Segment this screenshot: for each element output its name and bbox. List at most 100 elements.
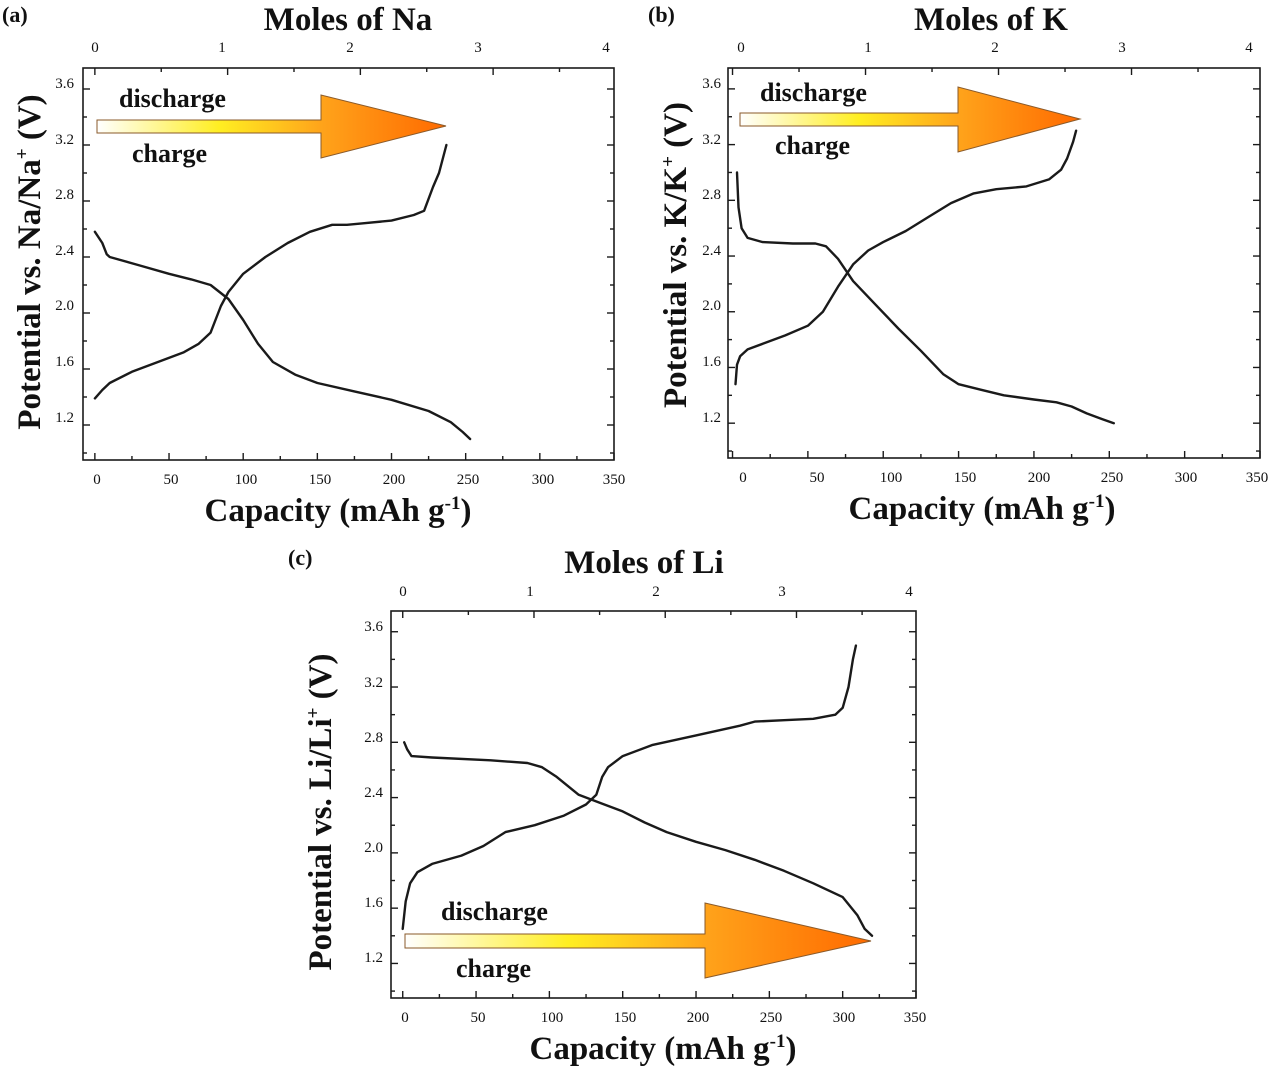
- panel-a-top-tick: 0: [91, 40, 99, 56]
- panel-c-y-tick: 2.0: [364, 840, 383, 856]
- panel-c-y-tick: 3.2: [364, 675, 383, 691]
- panel-a-ticks: [83, 68, 615, 460]
- panel-b-x-tick: 150: [954, 470, 977, 486]
- panel-b-bottom-tick-labels: 0 50 100 150 200 250 300 350: [739, 470, 1268, 486]
- panel-a-y-tick: 2.8: [55, 187, 74, 203]
- panel-c-y-tick: 2.4: [364, 785, 383, 801]
- panel-a-bottom-tick-labels: 0 50 100 150 200 250 300 350: [93, 472, 625, 488]
- panel-b-y-tick: 3.6: [702, 76, 721, 92]
- panel-b-discharge-label: discharge: [760, 78, 867, 107]
- panel-b-label: (b): [648, 2, 675, 27]
- panel-c-y-tick: 1.2: [364, 950, 383, 966]
- panel-c-top-tick: 2: [652, 584, 660, 600]
- panel-a-charge-label: charge: [132, 139, 207, 168]
- panel-c-direction-arrow: [404, 902, 872, 979]
- panel-c-top-tick: 1: [526, 584, 534, 600]
- panel-c-top-title: Moles of Li: [564, 545, 723, 581]
- panel-c-x-tick: 250: [760, 1010, 783, 1026]
- panel-b-x-tick: 100: [880, 470, 903, 486]
- panel-a-label: (a): [2, 2, 28, 27]
- panel-a-discharge-label: discharge: [119, 84, 226, 113]
- panel-c-top-tick: 0: [399, 584, 407, 600]
- panel-b: (b) Moles of K 0 50 100 150 200 250 300 …: [648, 2, 1268, 527]
- panel-c: (c) Moles of Li 0 50 100 150 200 250 300…: [288, 545, 926, 1067]
- panel-b-x-tick: 50: [810, 470, 825, 486]
- panel-b-top-tick-labels: 0 1 2 3 4: [737, 40, 1253, 56]
- panel-b-y-tick: 2.0: [702, 298, 721, 314]
- panel-b-top-tick: 3: [1118, 40, 1126, 56]
- panel-c-plot-frame: [390, 610, 917, 999]
- panel-c-x-tick: 350: [904, 1010, 927, 1026]
- panel-b-direction-arrow: [739, 86, 1082, 153]
- panel-a-x-tick: 250: [457, 472, 480, 488]
- panel-c-bottom-tick-labels: 0 50 100 150 200 250 300 350: [401, 1010, 926, 1026]
- panel-b-top-title: Moles of K: [914, 2, 1068, 38]
- panel-b-top-tick: 1: [864, 40, 872, 56]
- panel-a-x-tick: 350: [603, 472, 626, 488]
- panel-a-top-tick-labels: 0 1 2 3 4: [91, 40, 610, 56]
- panel-b-top-tick: 0: [737, 40, 745, 56]
- panel-b-y-tick: 2.4: [702, 243, 721, 259]
- panel-a-x-tick: 200: [383, 472, 406, 488]
- panel-a-x-axis-title: Capacity (mAh g-1): [205, 493, 472, 529]
- panel-b-y-tick: 1.2: [702, 410, 721, 426]
- panel-c-x-tick: 50: [471, 1010, 486, 1026]
- panel-c-top-tick: 3: [778, 584, 786, 600]
- panel-c-y-tick: 2.8: [364, 730, 383, 746]
- panel-b-x-tick: 300: [1175, 470, 1198, 486]
- panel-a-y-tick-labels: 1.2 1.6 2.0 2.4 2.8 3.2 3.6: [55, 76, 74, 426]
- panel-a-y-tick: 3.2: [55, 132, 74, 148]
- panel-a-y-axis-title: Potential vs. Na/Na+ (V): [12, 94, 48, 429]
- panel-a-direction-arrow: [96, 94, 447, 159]
- panel-c-y-axis-title: Potential vs. Li/Li+ (V): [303, 654, 339, 971]
- panel-a-x-tick: 0: [93, 472, 101, 488]
- panel-c-x-tick: 200: [687, 1010, 710, 1026]
- panel-a-top-tick: 1: [218, 40, 226, 56]
- panel-a-top-title: Moles of Na: [264, 2, 433, 38]
- panel-b-x-tick: 200: [1028, 470, 1051, 486]
- panel-b-charge-curve: [734, 129, 1078, 386]
- panel-a-y-tick: 2.4: [55, 243, 74, 259]
- panel-a-x-tick: 100: [235, 472, 258, 488]
- panel-c-discharge-label: discharge: [441, 897, 548, 926]
- panel-c-y-tick: 1.6: [364, 895, 383, 911]
- panel-b-top-tick: 4: [1245, 40, 1253, 56]
- panel-a-x-tick: 150: [309, 472, 332, 488]
- panel-a: (a) Moles of Na 0 50 100 150 200 250 300…: [2, 2, 625, 529]
- panel-a-curves: [93, 143, 472, 441]
- panel-b-top-tick: 2: [991, 40, 999, 56]
- panel-c-charge-label: charge: [456, 954, 531, 983]
- panel-b-curves: [734, 129, 1115, 425]
- panel-c-y-tick: 3.6: [364, 619, 383, 635]
- panel-c-x-tick: 0: [401, 1010, 409, 1026]
- panel-a-y-tick: 2.0: [55, 298, 74, 314]
- panel-b-y-tick: 1.6: [702, 354, 721, 370]
- panel-a-y-tick: 1.2: [55, 410, 74, 426]
- panel-c-x-tick: 150: [614, 1010, 637, 1026]
- panel-a-y-tick: 3.6: [55, 76, 74, 92]
- panel-b-x-tick: 0: [739, 470, 747, 486]
- panel-b-y-tick-labels: 1.2 1.6 2.0 2.4 2.8 3.2 3.6: [702, 76, 721, 426]
- panel-b-discharge-curve: [735, 171, 1115, 425]
- panel-b-x-axis-title: Capacity (mAh g-1): [849, 491, 1116, 527]
- panel-c-discharge-curve: [403, 741, 874, 937]
- panel-b-y-tick: 2.8: [702, 187, 721, 203]
- panel-c-charge-curve: [401, 644, 858, 931]
- panel-a-plot-frame: [82, 67, 615, 461]
- panel-a-top-tick: 4: [602, 40, 610, 56]
- panel-b-plot-frame: [727, 67, 1261, 459]
- panel-c-x-tick: 100: [541, 1010, 564, 1026]
- panel-c-curves: [401, 644, 874, 937]
- panel-a-top-tick: 3: [474, 40, 482, 56]
- panel-a-charge-curve: [93, 143, 448, 400]
- panel-b-x-tick: 250: [1101, 470, 1124, 486]
- panel-a-top-tick: 2: [346, 40, 354, 56]
- panel-a-x-tick: 50: [164, 472, 179, 488]
- panel-a-discharge-curve: [93, 230, 472, 441]
- panel-c-y-tick-labels: 1.2 1.6 2.0 2.4 2.8 3.2 3.6: [364, 619, 383, 966]
- panel-b-charge-label: charge: [775, 131, 850, 160]
- panel-b-x-tick: 350: [1246, 470, 1269, 486]
- panel-c-label: (c): [288, 545, 312, 570]
- panel-c-x-tick: 300: [833, 1010, 856, 1026]
